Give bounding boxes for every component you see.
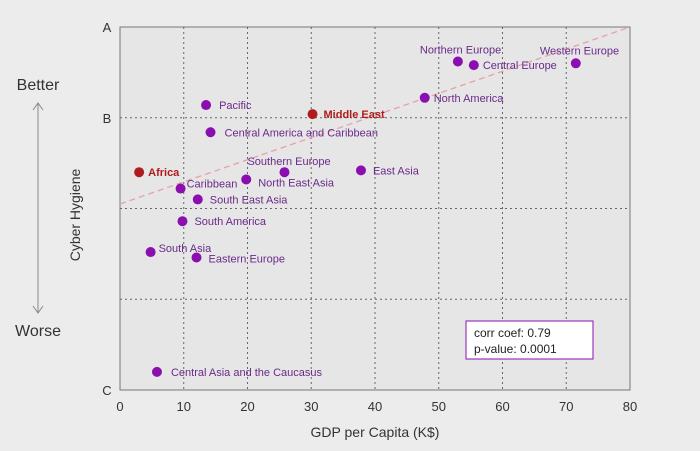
data-point-label: North America — [434, 93, 505, 105]
x-axis-label: GDP per Capita (K$) — [311, 424, 440, 440]
x-tick-label: 10 — [177, 399, 191, 414]
x-tick-labels: 0 10 20 30 40 50 60 70 80 — [116, 399, 637, 414]
data-point-label: Caribbean — [187, 179, 238, 191]
p-value-label: p-value: 0.0001 — [474, 342, 557, 356]
stats-annotation-box: corr coef: 0.79 p-value: 0.0001 — [465, 320, 594, 360]
data-point — [419, 92, 430, 103]
data-point — [145, 247, 156, 258]
better-worse-arrow-icon — [32, 102, 44, 314]
data-point-label: South America — [194, 216, 266, 228]
x-tick-label: 50 — [432, 399, 446, 414]
data-point — [191, 252, 202, 263]
x-tick-label: 30 — [304, 399, 318, 414]
data-point — [175, 183, 186, 194]
data-point — [177, 216, 188, 227]
data-point-label: South Asia — [159, 243, 212, 255]
x-tick-label: 60 — [495, 399, 509, 414]
data-point — [241, 174, 252, 185]
data-point-label: Western Europe — [540, 45, 619, 57]
data-point — [307, 109, 318, 120]
x-tick-label: 80 — [623, 399, 637, 414]
data-point-label: Southern Europe — [247, 156, 330, 168]
data-point-label: Middle East — [324, 109, 385, 121]
x-tick-label: 20 — [240, 399, 254, 414]
x-tick-label: 40 — [368, 399, 382, 414]
data-point-label: Central Asia and the Caucasus — [171, 367, 323, 379]
data-points: Western Europe Northern Europe Central Eur… — [134, 44, 619, 379]
data-point-label: Pacific — [219, 100, 252, 112]
corr-coef-label: corr coef: 0.79 — [474, 326, 551, 340]
data-point — [134, 167, 145, 178]
data-point — [452, 56, 463, 67]
data-point — [570, 58, 581, 69]
data-point — [201, 100, 212, 111]
data-point-label: North East Asia — [258, 177, 335, 189]
grid-lines — [120, 27, 630, 390]
y-axis-label: Cyber Hygiene — [67, 168, 83, 261]
worse-label: Worse — [15, 323, 61, 340]
data-point — [205, 127, 216, 138]
data-point — [355, 165, 366, 176]
data-point-label: Northern Europe — [420, 44, 501, 56]
data-point-label: Africa — [148, 167, 180, 179]
better-label: Better — [17, 77, 60, 94]
data-point — [279, 167, 290, 178]
data-point — [192, 194, 203, 205]
data-point — [468, 60, 479, 71]
data-point-label: East Asia — [373, 165, 420, 177]
y-tick-labels: C B A — [102, 20, 111, 398]
y-tick-label: B — [103, 111, 112, 126]
x-tick-label: 0 — [116, 399, 123, 414]
data-point-label: Eastern Europe — [209, 254, 285, 266]
data-point — [151, 366, 162, 377]
data-point-label: Central America and Caribbean — [225, 127, 378, 139]
x-tick-label: 70 — [559, 399, 573, 414]
y-tick-label: C — [102, 383, 111, 398]
data-point-label: South East Asia — [210, 194, 289, 206]
y-tick-label: A — [103, 20, 112, 35]
data-point-label: Central Europe — [483, 60, 557, 72]
